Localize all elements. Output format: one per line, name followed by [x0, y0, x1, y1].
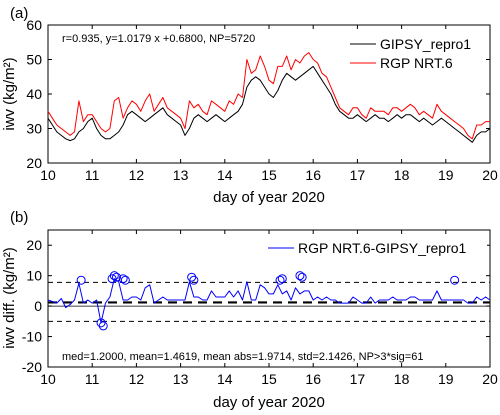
- outlier-marker: [189, 275, 199, 285]
- series-line: [47, 65, 491, 143]
- panel-b-legend: RGP NRT.6-GIPSY_repro1: [265, 236, 487, 262]
- outlier-marker: [107, 274, 117, 284]
- legend-label-diff: RGP NRT.6-GIPSY_repro1: [298, 240, 467, 256]
- panel-b-series-lines: [47, 278, 491, 324]
- y-tick-label: 50: [26, 52, 42, 68]
- x-tick-label: 11: [85, 371, 100, 387]
- outlier-marker: [118, 274, 128, 284]
- x-tick-label: 17: [350, 167, 366, 183]
- panel-a-stats-text: r=0.935, y=1.0179 x +0.6800, NP=5720: [62, 33, 255, 45]
- y-tick-label: -20: [22, 359, 42, 375]
- x-tick-label: 12: [129, 371, 145, 387]
- series-line: [47, 278, 491, 324]
- outlier-marker: [297, 272, 307, 282]
- outlier-marker: [295, 271, 305, 281]
- x-tick-label: 13: [173, 167, 189, 183]
- panel-b-stats-text: med=1.2000, mean=1.4619, mean abs=1.9714…: [62, 351, 423, 363]
- y-tick-label: 0: [34, 298, 42, 314]
- y-tick-label: 40: [26, 86, 42, 102]
- x-tick-label: 10: [40, 371, 56, 387]
- x-tick-label: 15: [261, 167, 277, 183]
- panel-a-legend: GIPSY_repro1 RGP NRT.6: [346, 34, 486, 74]
- y-tick-label: 60: [26, 17, 42, 33]
- panel-a-legend-box: [346, 34, 486, 74]
- x-tick-label: 20: [482, 371, 498, 387]
- panel-a: (a) r=0.935, y=1.0179 x +0.6800, NP=5720…: [1, 5, 498, 206]
- outlier-marker: [96, 318, 106, 328]
- y-tick-label: 20: [26, 237, 42, 253]
- x-tick-label: 14: [217, 371, 233, 387]
- y-tick-label: 10: [26, 268, 42, 284]
- x-tick-label: 18: [394, 371, 410, 387]
- panel-b-x-axis-label: day of year 2020: [213, 394, 325, 411]
- x-tick-label: 14: [217, 167, 233, 183]
- panel-a-y-axis-label: iwv (kg/m²): [1, 57, 18, 130]
- panel-b: (b) med=1.2000, mean=1.4619, mean abs=1.…: [1, 209, 498, 411]
- panel-b-legend-box: [265, 236, 487, 262]
- y-tick-label: -10: [22, 329, 42, 345]
- x-tick-label: 10: [40, 167, 56, 183]
- x-tick-label: 11: [85, 167, 100, 183]
- x-tick-label: 15: [261, 371, 277, 387]
- outlier-marker: [76, 275, 86, 285]
- panel-b-outliers: [76, 271, 460, 331]
- outlier-marker: [98, 321, 108, 331]
- outlier-marker: [275, 275, 285, 285]
- legend-label-rgp: RGP NRT.6: [380, 55, 453, 71]
- x-tick-label: 17: [350, 371, 366, 387]
- outlier-marker: [450, 275, 460, 285]
- x-tick-label: 13: [173, 371, 189, 387]
- x-tick-label: 16: [305, 371, 321, 387]
- panel-a-series-lines: [47, 52, 491, 143]
- x-tick-label: 18: [394, 167, 410, 183]
- outlier-marker: [277, 274, 287, 284]
- x-tick-label: 19: [438, 371, 454, 387]
- x-tick-label: 16: [305, 167, 321, 183]
- series-line: [47, 52, 490, 140]
- x-tick-label: 19: [438, 167, 454, 183]
- panel-a-x-axis-label: day of year 2020: [213, 189, 325, 206]
- outlier-marker: [120, 275, 130, 285]
- panel-b-label: (b): [10, 209, 28, 226]
- outlier-marker: [112, 272, 122, 282]
- y-tick-label: 30: [26, 121, 42, 137]
- panel-a-ticks: 10 11 12 13 14 15 16 17 18 19 20 20 30 40 50 60: [26, 17, 498, 183]
- outlier-marker: [187, 272, 197, 282]
- panel-b-y-axis-label: iwv diff. (kg/m²): [1, 247, 18, 348]
- panel-a-label: (a): [10, 5, 28, 22]
- legend-label-gipsy: GIPSY_repro1: [380, 36, 471, 52]
- y-tick-label: 20: [26, 155, 42, 171]
- outlier-marker: [109, 271, 119, 281]
- x-tick-label: 12: [129, 167, 145, 183]
- panel-b-ticks: 10 11 12 13 14 15 16 17 18 19 20 -20 -10 0 10 20: [22, 230, 498, 387]
- x-tick-label: 20: [482, 167, 498, 183]
